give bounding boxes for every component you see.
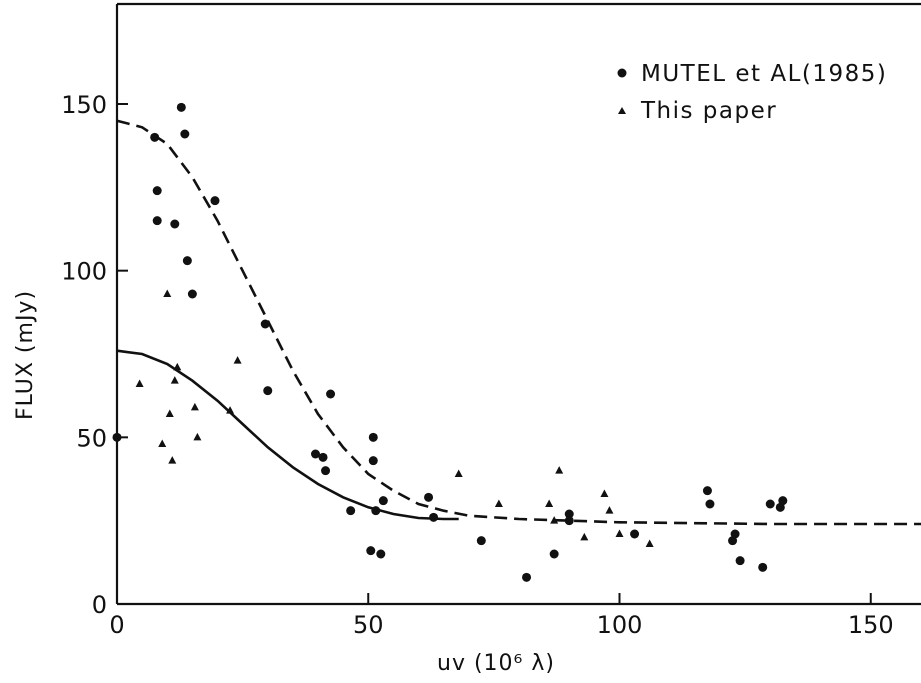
dashed-model-curve xyxy=(116,119,921,526)
mutel-data-point xyxy=(778,496,788,506)
mutel-data-point xyxy=(564,516,574,526)
legend-marker-circle xyxy=(617,68,627,78)
this-paper-data-point xyxy=(158,439,167,447)
mutel-data-point xyxy=(705,499,715,509)
this-paper-data-point xyxy=(605,506,614,514)
y-axis-title: FLUX (mJy) xyxy=(13,290,38,420)
model-curves xyxy=(116,119,921,526)
this-paper-data-point xyxy=(190,402,199,411)
mutel-data-point xyxy=(176,102,186,112)
mutel-data-point xyxy=(150,132,160,142)
mutel-data-point xyxy=(210,196,220,206)
mutel-data-point xyxy=(318,452,328,462)
mutel-data-point xyxy=(371,506,381,516)
legend-marker-triangle xyxy=(618,107,626,114)
this-paper-data-point xyxy=(580,532,589,541)
this-paper-data-point xyxy=(555,466,564,474)
mutel-data-point xyxy=(735,556,745,566)
mutel-data-point xyxy=(260,319,270,329)
this-paper-data-point xyxy=(645,539,654,547)
x-tick-label: 150 xyxy=(848,611,894,639)
mutel-data-point xyxy=(376,549,386,559)
this-paper-data-point xyxy=(163,289,172,297)
this-paper-data-point xyxy=(173,362,182,371)
y-tick-label: 100 xyxy=(61,258,107,286)
mutel-data-point xyxy=(730,529,740,539)
mutel-data-point xyxy=(263,386,273,396)
this-paper-data-point xyxy=(168,456,177,464)
mutel-data-point xyxy=(564,509,574,519)
mutel-data-point xyxy=(326,389,336,399)
mutel-data-point xyxy=(182,256,192,266)
mutel-data-point xyxy=(310,449,320,459)
mutel-data-point xyxy=(378,496,388,506)
y-tick-label: 50 xyxy=(76,424,107,452)
this-paper-data-point xyxy=(233,356,242,364)
mutel-data-point xyxy=(522,572,532,582)
y-tick-label: 0 xyxy=(92,591,107,619)
this-paper-data-point xyxy=(135,379,144,387)
mutel-data-point xyxy=(630,529,640,539)
legend-label-mutel: MUTEL et AL(1985) xyxy=(641,61,887,87)
this-paper-data-point xyxy=(193,432,202,441)
mutel-data-point xyxy=(170,219,180,229)
mutel-data-point xyxy=(424,492,434,502)
axis-ticks: 0 50 100 150 0 50 100 150 xyxy=(61,91,893,639)
axes xyxy=(115,2,921,606)
y-tick-label: 150 xyxy=(61,91,107,119)
mutel-data-point xyxy=(152,216,162,226)
x-tick-label: 0 xyxy=(109,611,124,639)
mutel-data-point xyxy=(368,456,378,466)
data-points xyxy=(112,102,788,582)
mutel-data-point xyxy=(702,486,712,496)
solid-model-curve xyxy=(116,349,459,521)
mutel-data-point xyxy=(476,536,486,546)
mutel-data-point xyxy=(765,499,775,509)
this-paper-data-point xyxy=(615,529,624,537)
mutel-data-point xyxy=(366,546,376,556)
mutel-data-point xyxy=(346,506,356,516)
this-paper-data-point xyxy=(545,499,554,507)
mutel-data-point xyxy=(549,549,559,559)
this-paper-data-point xyxy=(165,409,174,417)
mutel-data-point xyxy=(758,562,768,572)
this-paper-data-point xyxy=(226,406,235,414)
legend-label-this-paper: This paper xyxy=(640,98,777,124)
mutel-data-point xyxy=(368,432,378,442)
x-axis-title: uv (10⁶ λ) xyxy=(437,651,555,676)
this-paper-data-point xyxy=(494,499,503,507)
this-paper-data-point xyxy=(454,469,463,477)
x-tick-label: 50 xyxy=(353,611,384,639)
mutel-data-point xyxy=(321,466,331,476)
this-paper-data-point xyxy=(550,516,559,524)
legend: MUTEL et AL(1985) This paper xyxy=(617,61,887,124)
this-paper-data-point xyxy=(170,376,179,384)
x-tick-label: 100 xyxy=(597,611,643,639)
this-paper-data-point xyxy=(600,489,609,497)
mutel-data-point xyxy=(429,512,439,522)
mutel-data-point xyxy=(180,129,190,139)
mutel-data-point xyxy=(187,289,197,299)
mutel-data-point xyxy=(152,186,162,196)
